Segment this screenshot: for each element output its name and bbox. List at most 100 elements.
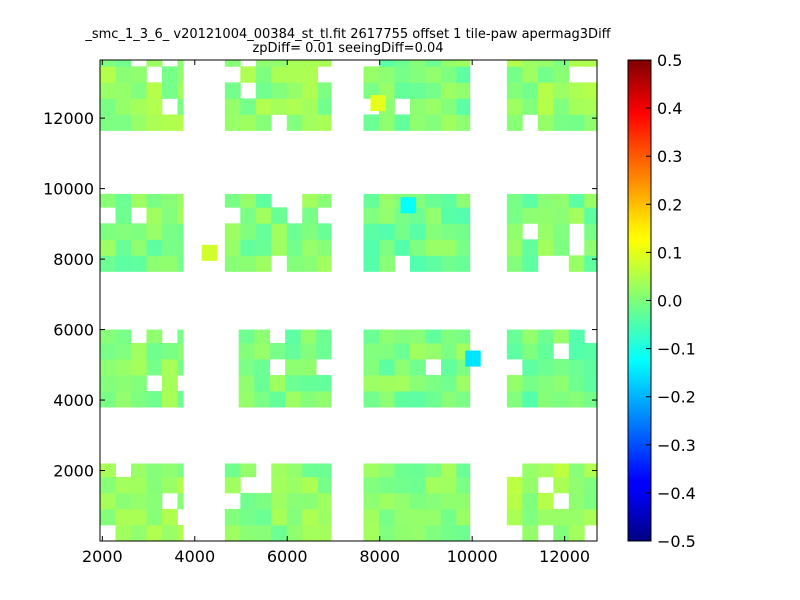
heatmap-cell — [456, 255, 471, 272]
heatmap-cells — [100, 60, 597, 541]
heatmap-cell — [115, 524, 132, 541]
heatmap-cell — [394, 239, 411, 256]
colorbar-tick-label: −0.5 — [657, 532, 696, 551]
heatmap-cell — [522, 98, 539, 115]
heatmap-cell — [240, 463, 257, 478]
heatmap-cell — [302, 463, 319, 478]
heatmap-cell — [409, 255, 426, 272]
heatmap-cell — [553, 329, 570, 344]
heatmap-cell — [240, 223, 257, 240]
heatmap-cell — [440, 329, 457, 344]
heatmap-cell — [317, 98, 332, 115]
heatmap-cell — [409, 239, 426, 256]
heatmap-cell — [425, 82, 442, 99]
heatmap-cell — [115, 98, 132, 115]
heatmap-cell — [255, 66, 272, 83]
colorbar-tick-label: 0.0 — [657, 292, 682, 311]
heatmap-cell — [537, 329, 554, 344]
heatmap-cell — [271, 463, 288, 478]
heatmap-cell — [409, 476, 426, 494]
heatmap-cell — [100, 508, 116, 526]
heatmap-cell — [425, 342, 442, 360]
heatmap-cell — [425, 492, 442, 510]
heatmap-cell — [177, 524, 184, 541]
heatmap-cell — [456, 476, 471, 494]
heatmap-cell — [224, 223, 241, 240]
heatmap-cell — [522, 82, 539, 99]
heatmap-cell — [506, 223, 523, 240]
heatmap-cell — [363, 207, 380, 224]
heatmap-cell — [553, 193, 570, 208]
heatmap-cell — [255, 492, 272, 510]
heatmap-cell — [584, 255, 597, 272]
heatmap-cell — [100, 239, 116, 256]
heatmap-cell — [440, 114, 457, 131]
heatmap-cell — [584, 223, 597, 240]
heatmap-cell — [115, 375, 132, 392]
heatmap-cell — [363, 391, 380, 408]
heatmap-cell — [440, 66, 457, 83]
heatmap-cell — [177, 463, 184, 478]
heatmap-cell — [409, 508, 426, 526]
heatmap-cell — [537, 193, 554, 208]
heatmap-cell — [584, 207, 597, 224]
heatmap-cell — [440, 60, 457, 67]
heatmap-cell — [522, 508, 539, 526]
heatmap-cell — [161, 193, 178, 208]
heatmap-cell — [379, 193, 395, 208]
heatmap-cell — [379, 359, 395, 376]
heatmap-cell — [425, 114, 442, 131]
heatmap-cell — [177, 359, 184, 376]
heatmap-cell — [394, 508, 411, 526]
heatmap-cell — [506, 492, 523, 510]
heatmap-cell — [240, 114, 257, 131]
heatmap-cell — [130, 98, 147, 115]
heatmap-cell — [115, 60, 132, 67]
heatmap-cell — [255, 98, 272, 115]
heatmap-cell — [302, 255, 319, 272]
heatmap-cell — [177, 193, 184, 208]
heatmap-cell — [255, 60, 272, 67]
heatmap-cell — [506, 255, 523, 272]
heatmap-cell — [100, 359, 116, 376]
heatmap-cell — [254, 375, 271, 392]
heatmap-cell — [161, 223, 178, 240]
heatmap-cell — [317, 492, 332, 510]
heatmap-cell — [130, 255, 147, 272]
heatmap-cell — [161, 207, 178, 224]
heatmap-cell — [255, 508, 272, 526]
heatmap-cell — [553, 223, 570, 240]
title-line-2: zpDiff= 0.01 seeingDiff=0.04 — [252, 41, 443, 56]
heatmap-cell — [100, 375, 116, 392]
heatmap-cell — [115, 342, 132, 360]
heatmap-cell — [394, 524, 411, 541]
heatmap-cell — [379, 66, 395, 83]
heatmap-cell — [146, 98, 163, 115]
heatmap-cell — [522, 329, 539, 344]
heatmap-cell — [425, 193, 442, 208]
heatmap-cell — [394, 66, 411, 83]
heatmap-cell — [537, 60, 554, 67]
heatmap-cell — [363, 82, 380, 99]
heatmap-cell — [130, 82, 147, 99]
heatmap-cell — [363, 492, 380, 510]
heatmap-cell — [177, 492, 184, 510]
heatmap-cell — [146, 207, 163, 224]
heatmap-cell — [100, 82, 116, 99]
heatmap-cell — [285, 375, 302, 392]
heatmap-cell — [363, 223, 380, 240]
heatmap-cell — [425, 391, 442, 408]
heatmap-cell — [363, 463, 380, 478]
heatmap-cell — [269, 342, 286, 360]
heatmap-cell — [553, 239, 570, 256]
heatmap-cell — [286, 524, 303, 541]
heatmap-cell — [255, 239, 272, 256]
heatmap-cell — [568, 476, 585, 494]
heatmap-cell — [317, 239, 332, 256]
heatmap-cell — [440, 342, 457, 360]
heatmap-cell — [285, 359, 302, 376]
heatmap-cell — [302, 508, 319, 526]
heatmap-cell — [115, 82, 132, 99]
heatmap-cell — [379, 239, 395, 256]
